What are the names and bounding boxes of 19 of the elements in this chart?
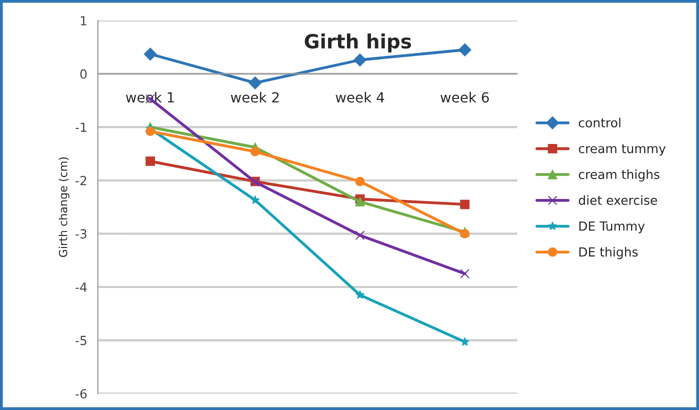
y-tick-label: -5 <box>76 336 86 346</box>
x-tick-label: week 6 <box>440 92 489 103</box>
x-tick-label: week 4 <box>336 92 384 103</box>
y-tick-label: 1 <box>80 16 86 26</box>
legend-label: control <box>578 118 620 128</box>
y-tick-label: -6 <box>76 389 87 399</box>
legend-label: diet exercise <box>578 195 658 205</box>
legend-label: cream thighs <box>578 169 660 182</box>
y-tick-label: -2 <box>76 176 86 186</box>
y-axis-title: Girth change (cm) <box>58 157 70 258</box>
legend-label: DE Tummy <box>579 222 645 234</box>
y-tick-label: -4 <box>76 282 87 292</box>
x-tick-label: week 2 <box>230 92 279 103</box>
legend-label: DE thighs <box>579 246 638 260</box>
y-tick-label: -1 <box>76 122 86 132</box>
text: Girth hips <box>304 34 412 52</box>
legend-label: cream tummy <box>578 144 666 156</box>
y-tick-label: 0 <box>80 69 87 79</box>
y-tick-label: -3 <box>76 229 86 239</box>
